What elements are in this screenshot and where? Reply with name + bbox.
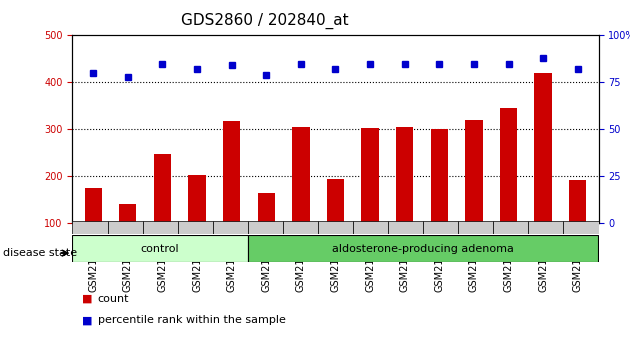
Bar (142, 221, 178, 234)
Bar (569, 180, 587, 270)
Bar (178, 221, 213, 234)
Bar (431, 129, 448, 270)
Bar (318, 221, 353, 234)
Bar (362, 128, 379, 270)
Bar (248, 235, 598, 262)
Bar (327, 179, 344, 270)
Text: ■: ■ (82, 294, 93, 304)
Bar (534, 73, 552, 270)
Bar (388, 221, 423, 234)
Bar (154, 154, 171, 270)
Text: ■: ■ (82, 315, 93, 325)
Bar (72, 235, 248, 262)
Bar (248, 221, 283, 234)
Bar (72, 221, 108, 234)
Bar (529, 221, 563, 234)
Bar (213, 221, 248, 234)
Bar (423, 221, 458, 234)
Bar (188, 175, 205, 270)
Bar (223, 121, 240, 270)
Bar (466, 120, 483, 270)
Bar (283, 221, 318, 234)
Bar (84, 188, 102, 270)
Bar (258, 193, 275, 270)
Text: percentile rank within the sample: percentile rank within the sample (98, 315, 285, 325)
Bar (563, 221, 598, 234)
Text: GDS2860 / 202840_at: GDS2860 / 202840_at (181, 12, 348, 29)
Bar (500, 108, 517, 270)
Text: disease state: disease state (3, 248, 77, 258)
Text: count: count (98, 294, 129, 304)
Bar (493, 221, 529, 234)
Text: control: control (141, 244, 180, 254)
Bar (119, 204, 137, 270)
Bar (396, 127, 413, 270)
Bar (292, 127, 309, 270)
Bar (458, 221, 493, 234)
Text: aldosterone-producing adenoma: aldosterone-producing adenoma (332, 244, 514, 254)
Bar (108, 221, 142, 234)
Bar (353, 221, 388, 234)
